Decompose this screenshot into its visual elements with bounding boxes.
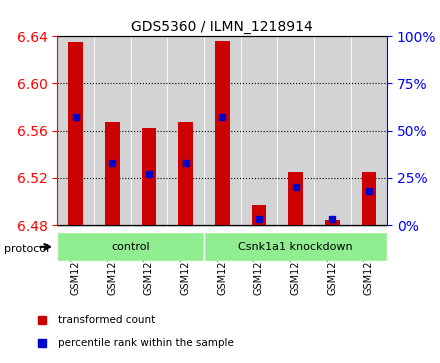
FancyBboxPatch shape [57, 36, 94, 227]
FancyBboxPatch shape [57, 232, 204, 261]
FancyBboxPatch shape [204, 36, 241, 227]
FancyBboxPatch shape [94, 36, 131, 227]
Bar [68, 42, 83, 225]
FancyBboxPatch shape [314, 36, 351, 227]
FancyBboxPatch shape [241, 36, 277, 227]
Bar [252, 205, 266, 225]
Text: protocol: protocol [4, 244, 50, 254]
Bar [178, 122, 193, 225]
FancyBboxPatch shape [204, 232, 387, 261]
Bar [105, 122, 120, 225]
FancyBboxPatch shape [277, 36, 314, 227]
Bar [142, 129, 156, 225]
Text: transformed count: transformed count [58, 315, 155, 325]
Bar [288, 172, 303, 225]
Text: Csnk1a1 knockdown: Csnk1a1 knockdown [238, 242, 353, 252]
Bar [362, 172, 376, 225]
Title: GDS5360 / ILMN_1218914: GDS5360 / ILMN_1218914 [131, 20, 313, 34]
FancyBboxPatch shape [131, 36, 167, 227]
FancyBboxPatch shape [351, 36, 387, 227]
Bar [325, 220, 340, 225]
Bar [215, 41, 230, 225]
Text: percentile rank within the sample: percentile rank within the sample [58, 338, 234, 348]
Text: control: control [111, 242, 150, 252]
FancyBboxPatch shape [167, 36, 204, 227]
